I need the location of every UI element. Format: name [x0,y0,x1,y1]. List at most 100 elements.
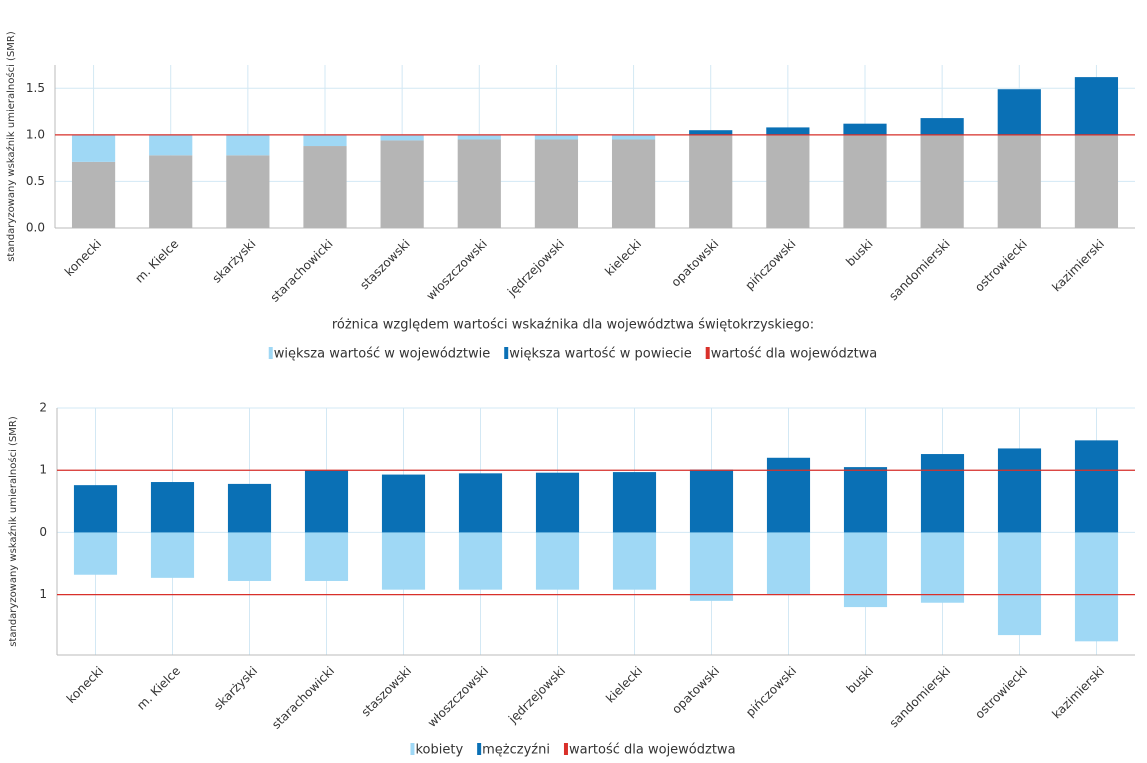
legend-swatch [268,347,273,359]
bar [920,454,965,533]
bar-difference [843,123,887,135]
bar-difference [380,134,424,141]
bar [843,467,888,533]
bar [1074,134,1119,228]
bar-difference [766,127,810,135]
y-tick-label: 1.5 [26,81,45,95]
x-tick-label: starachowicki [269,664,337,732]
bar [689,532,734,601]
x-tick-label: włoszczowski [425,664,491,730]
bar [535,472,580,533]
x-tick-label: pińczowski [742,237,798,293]
x-tick-label: buski [843,237,875,269]
bar [458,532,503,590]
bar-difference [1074,77,1119,135]
x-tick-label: konecki [64,664,106,706]
bar-difference [997,89,1041,135]
y-tick-label: 1 [39,587,47,601]
bar-difference [303,134,347,147]
bar [997,134,1041,228]
x-tick-label: m. Kielce [134,664,183,713]
bar [381,474,426,533]
bar [535,532,580,590]
y-tick-label: 0 [39,525,47,539]
legend-label: większa wartość w województwie [274,347,490,362]
y-tick-label: 1.0 [26,127,45,141]
bar [920,532,965,603]
x-tick-label: włoszczowski [424,237,490,303]
bar [534,139,579,228]
x-tick-label: kielecki [602,237,644,279]
x-tick-label: staszowski [359,664,415,720]
bar [150,532,195,578]
bar [304,470,349,533]
legend-swatch [504,347,509,359]
bar [380,140,424,228]
x-tick-label: kielecki [603,664,645,706]
bar [226,155,270,228]
bar [1074,532,1119,642]
legend-swatch [705,347,710,359]
bar [689,134,733,228]
bar [843,532,888,608]
bar [997,448,1042,533]
bar-difference [149,134,193,156]
x-tick-label: jędrzejowski [505,664,568,727]
legend-label: wartość dla województwa [569,743,736,758]
bar-difference [689,130,733,135]
bar-difference [226,134,270,156]
bar-difference [920,118,964,135]
x-tick-label: sandomierski [887,664,954,731]
x-tick-label: kazimierski [1049,664,1107,722]
x-tick-label: konecki [62,237,104,279]
y-tick-label: 1 [39,463,47,477]
bar [766,457,811,533]
y-axis-label: standaryzowany wskaźnik umieralności (SM… [7,416,19,647]
bar [150,482,195,533]
legend-label: kobiety [415,743,463,758]
bar [73,485,118,533]
bar-difference [71,134,116,162]
bar [1074,440,1119,533]
bar [381,532,426,590]
legend: kobiety mężczyźni wartość dla województwa [410,743,736,758]
x-tick-label: pińczowski [743,664,799,720]
bar [457,139,501,228]
bar [766,532,811,595]
bar [612,532,657,590]
legend-swatch [563,743,568,755]
legend-label: większa wartość w powiecie [509,347,691,362]
legend-label: wartość dla województwa [711,347,878,362]
bar [920,134,964,228]
bar [303,146,347,228]
x-tick-label: ostrowiecki [972,237,1030,295]
x-tick-label: skarżyski [211,664,260,713]
bar-difference [457,134,501,140]
x-tick-label: skarżyski [210,237,259,286]
bar-difference [611,134,656,140]
bar [227,532,272,581]
y-tick-label: 0.0 [26,221,45,235]
bar [304,532,349,581]
x-tick-label: opatowski [669,664,722,717]
bar [458,473,503,533]
y-tick-label: 0.5 [26,174,45,188]
bar [689,469,734,533]
x-tick-label: opatowski [668,237,721,290]
legend-label: mężczyźni [482,743,550,758]
bar [611,139,656,228]
x-tick-label: sandomierski [886,237,953,304]
bar [997,532,1042,636]
legend-swatch [477,743,482,755]
x-tick-label: ostrowiecki [972,664,1030,722]
legend: większa wartość w województwie większa wa… [268,347,878,362]
bar [843,134,887,228]
x-tick-label: jędrzejowski [504,237,567,300]
bar [149,155,193,228]
x-tick-label: m. Kielce [132,237,181,286]
x-axis-label: różnica względem wartości wskaźnika dla … [332,318,814,333]
bar [612,472,657,533]
bar [73,532,118,575]
x-tick-label: starachowicki [268,237,336,305]
